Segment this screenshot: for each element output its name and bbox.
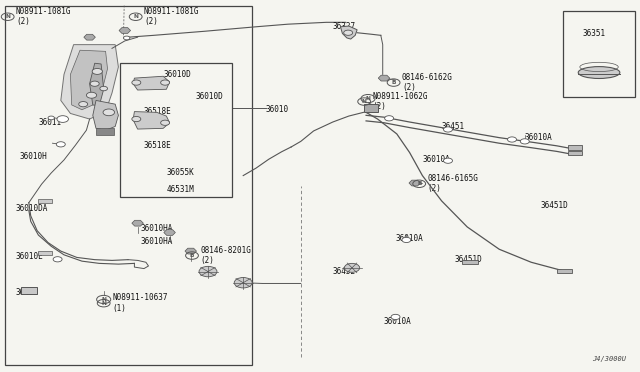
Text: 36518E: 36518E xyxy=(144,141,172,150)
Text: 36010H: 36010H xyxy=(19,152,47,161)
Text: N: N xyxy=(133,14,138,19)
Circle shape xyxy=(124,36,130,40)
Text: 36010D: 36010D xyxy=(195,92,223,101)
FancyBboxPatch shape xyxy=(38,251,52,255)
Text: 08146-6162G
(2): 08146-6162G (2) xyxy=(402,73,452,92)
FancyBboxPatch shape xyxy=(38,199,52,203)
Circle shape xyxy=(103,109,115,116)
Polygon shape xyxy=(340,26,357,39)
Circle shape xyxy=(57,116,68,122)
Circle shape xyxy=(79,102,88,107)
Text: 36451: 36451 xyxy=(442,122,465,131)
Text: 36010HA: 36010HA xyxy=(141,237,173,246)
Polygon shape xyxy=(70,50,108,110)
Circle shape xyxy=(92,68,102,74)
Text: 36010DA: 36010DA xyxy=(16,204,49,213)
Polygon shape xyxy=(132,220,143,226)
Polygon shape xyxy=(185,248,196,254)
Text: 36011: 36011 xyxy=(38,118,61,127)
Text: 36327: 36327 xyxy=(333,22,356,31)
Text: 36010A: 36010A xyxy=(384,317,412,326)
Circle shape xyxy=(344,263,360,272)
Text: 36402: 36402 xyxy=(16,288,39,296)
Circle shape xyxy=(508,137,516,142)
Text: 46531M: 46531M xyxy=(166,185,194,194)
Circle shape xyxy=(444,127,452,132)
FancyBboxPatch shape xyxy=(21,287,37,294)
Polygon shape xyxy=(133,76,170,90)
Circle shape xyxy=(48,116,54,120)
Circle shape xyxy=(391,314,400,320)
Polygon shape xyxy=(61,45,118,119)
Text: 08146-6165G
(2): 08146-6165G (2) xyxy=(428,174,478,193)
Circle shape xyxy=(56,142,65,147)
Polygon shape xyxy=(90,63,104,106)
FancyBboxPatch shape xyxy=(463,260,479,264)
Text: 36010: 36010 xyxy=(266,105,289,114)
Circle shape xyxy=(53,257,62,262)
Text: N: N xyxy=(365,96,371,101)
Circle shape xyxy=(402,237,411,243)
Text: B: B xyxy=(190,253,194,258)
Text: N08911-1081G
(2): N08911-1081G (2) xyxy=(144,7,200,26)
Circle shape xyxy=(86,92,97,98)
Text: 36010E: 36010E xyxy=(16,252,44,261)
Polygon shape xyxy=(409,180,420,186)
Text: 36010D: 36010D xyxy=(163,70,191,79)
Circle shape xyxy=(100,86,108,91)
Text: 36010A: 36010A xyxy=(422,155,450,164)
Circle shape xyxy=(132,80,141,85)
Circle shape xyxy=(444,158,452,163)
Circle shape xyxy=(234,278,252,288)
Polygon shape xyxy=(133,112,170,129)
Text: 36452: 36452 xyxy=(333,267,356,276)
FancyBboxPatch shape xyxy=(568,151,582,155)
Polygon shape xyxy=(119,28,131,33)
Text: 08146-8201G
(2): 08146-8201G (2) xyxy=(200,246,251,265)
Circle shape xyxy=(344,30,353,35)
Text: 36351: 36351 xyxy=(582,29,605,38)
Text: 36010A: 36010A xyxy=(396,234,423,243)
Text: N: N xyxy=(5,14,10,19)
Circle shape xyxy=(90,81,99,86)
Text: N08911-1081G
(2): N08911-1081G (2) xyxy=(16,7,72,26)
Text: N: N xyxy=(101,301,106,306)
Ellipse shape xyxy=(579,67,620,78)
Text: N: N xyxy=(362,99,367,104)
Polygon shape xyxy=(364,104,378,112)
Text: N: N xyxy=(101,297,106,302)
Text: 36010A: 36010A xyxy=(525,133,552,142)
Polygon shape xyxy=(84,34,95,40)
Polygon shape xyxy=(378,75,390,81)
Text: 36451D: 36451D xyxy=(541,201,568,210)
Text: N08911-1062G
(2): N08911-1062G (2) xyxy=(372,92,428,111)
Circle shape xyxy=(132,116,141,122)
Circle shape xyxy=(520,139,529,144)
Text: 36451D: 36451D xyxy=(454,255,482,264)
FancyBboxPatch shape xyxy=(568,145,582,150)
Circle shape xyxy=(161,80,170,85)
Text: J4/3000U: J4/3000U xyxy=(592,356,626,362)
Text: B: B xyxy=(417,181,421,186)
Text: 36010HA: 36010HA xyxy=(141,224,173,233)
Polygon shape xyxy=(93,100,118,130)
Polygon shape xyxy=(96,128,114,135)
FancyBboxPatch shape xyxy=(557,269,572,273)
Polygon shape xyxy=(164,230,175,235)
Text: N08911-10637
(1): N08911-10637 (1) xyxy=(112,294,168,313)
Text: B: B xyxy=(392,80,396,85)
Circle shape xyxy=(161,120,170,125)
Circle shape xyxy=(199,266,217,277)
Text: 36518E: 36518E xyxy=(144,107,172,116)
Circle shape xyxy=(385,116,394,121)
Text: 36055K: 36055K xyxy=(166,169,194,177)
